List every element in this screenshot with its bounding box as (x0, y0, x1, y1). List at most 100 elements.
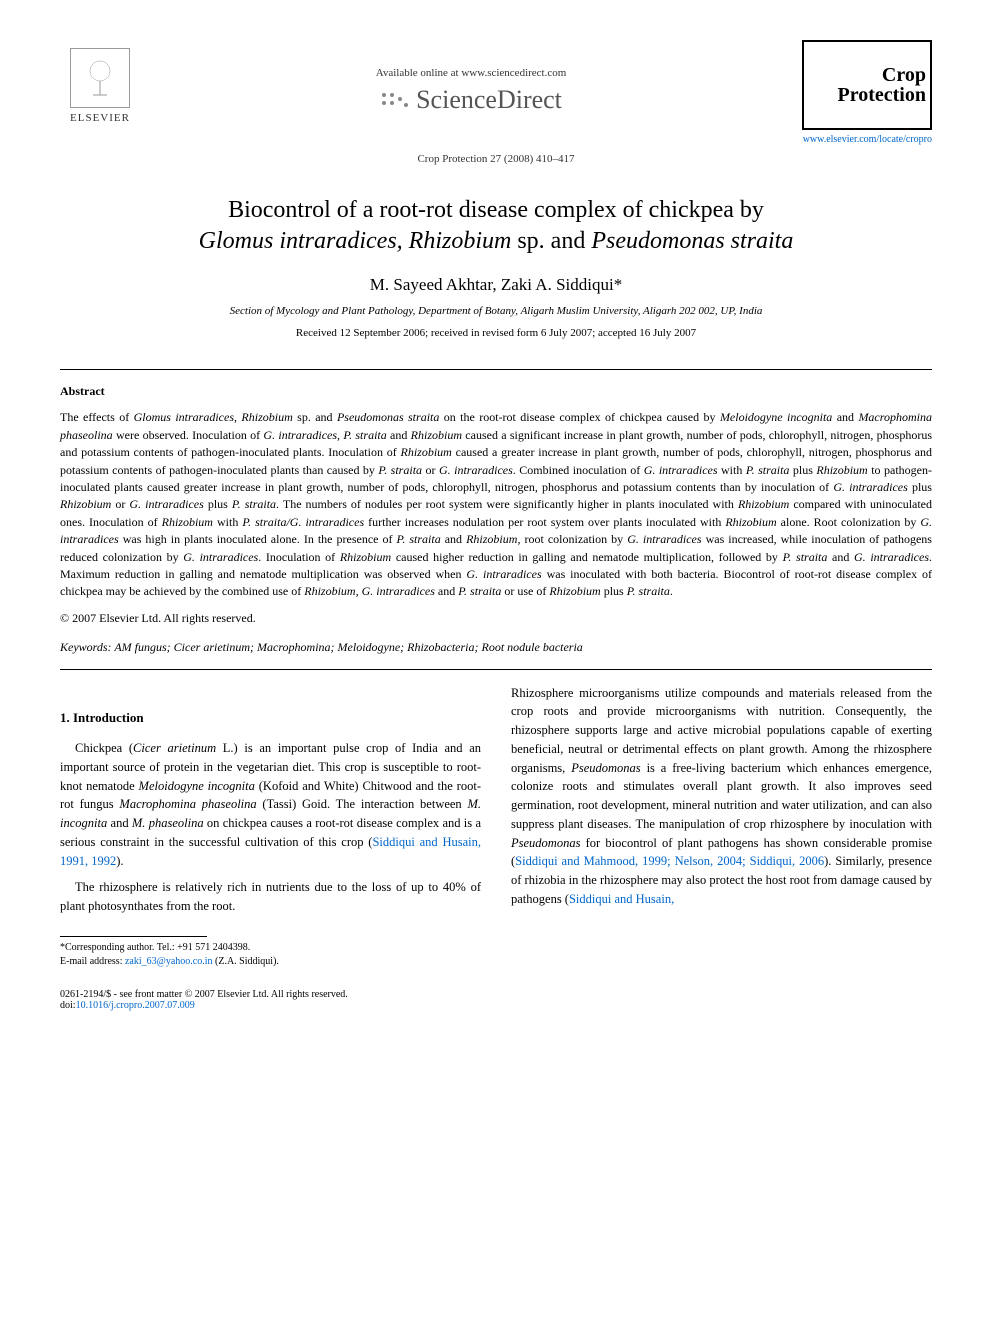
body-columns: 1. Introduction Chickpea (Cicer arietinu… (60, 684, 932, 969)
email-label: E-mail address: (60, 956, 125, 967)
text-span: were observed. Inoculation of (113, 428, 264, 442)
italic-span: G. intraradices (833, 480, 908, 494)
intro-para-1: Chickpea (Cicer arietinum L.) is an impo… (60, 739, 481, 870)
text-span: plus (789, 463, 816, 477)
italic-span: G. intraradices (466, 567, 541, 581)
doi-label: doi: (60, 1000, 76, 1011)
text-span: alone. Root colonization by (777, 515, 921, 529)
italic-span: Rhizobium (816, 463, 867, 477)
italic-span: P. straita (378, 463, 422, 477)
italic-span: Rhizobium (725, 515, 776, 529)
journal-reference: Crop Protection 27 (2008) 410–417 (60, 153, 932, 165)
text-span: . Combined inoculation of (513, 463, 644, 477)
italic-span: P. straita (397, 532, 441, 546)
text-span: , root colonization by (517, 532, 627, 546)
italic-span: Meloidogyne incognita (139, 779, 255, 793)
sd-dots-icon (380, 88, 410, 118)
authors: M. Sayeed Akhtar, Zaki A. Siddiqui* (60, 275, 932, 295)
italic-span: G. intraradices (439, 463, 513, 477)
text-span: The effects of (60, 410, 134, 424)
italic-span: P. straita/G. intraradices (242, 515, 364, 529)
left-column: 1. Introduction Chickpea (Cicer arietinu… (60, 684, 481, 969)
text-span: . The numbers of nodules per root system… (276, 497, 738, 511)
elsevier-logo: ELSEVIER (60, 48, 140, 138)
text-span: (Tassi) Goid. The interaction between (257, 797, 468, 811)
italic-span: Rhizobium (401, 445, 452, 459)
elsevier-tree-icon (70, 48, 130, 108)
italic-span: G. intraradices, P. straita (263, 428, 386, 442)
text-span: and (832, 410, 858, 424)
text-span: and (435, 584, 458, 598)
sd-brand-text: ScienceDirect (416, 85, 562, 114)
italic-span: Rhizobium (411, 428, 462, 442)
title-mid: sp. and (511, 228, 591, 254)
text-span: or use of (501, 584, 549, 598)
italic-span: P. straita (783, 550, 828, 564)
journal-logo-block: Crop Protection www.elsevier.com/locate/… (802, 40, 932, 145)
article-title: Biocontrol of a root-rot disease complex… (60, 195, 932, 257)
doi-link[interactable]: 10.1016/j.cropro.2007.07.009 (76, 1000, 195, 1011)
journal-name-line1: Crop (882, 65, 926, 85)
text-span: caused higher reduction in galling and n… (391, 550, 782, 564)
text-span: and (107, 816, 132, 830)
citation-link[interactable]: Siddiqui and Mahmood, 1999; Nelson, 2004… (515, 854, 824, 868)
text-span: or (422, 463, 439, 477)
text-span: on the root-rot disease complex of chick… (439, 410, 720, 424)
page-header: ELSEVIER Available online at www.science… (60, 40, 932, 145)
elsevier-text: ELSEVIER (70, 112, 130, 124)
divider (60, 669, 932, 670)
text-span: or (111, 497, 129, 511)
italic-span: Glomus intraradices, Rhizobium (134, 410, 293, 424)
text-span: ). (116, 854, 123, 868)
abstract-heading: Abstract (60, 384, 932, 399)
italic-span: P. straita (627, 584, 670, 598)
title-line1: Biocontrol of a root-rot disease complex… (228, 197, 764, 223)
copyright-text: © 2007 Elsevier Ltd. All rights reserved… (60, 611, 932, 626)
intro-para-2: The rhizosphere is relatively rich in nu… (60, 878, 481, 916)
keywords-text: AM fungus; Cicer arietinum; Macrophomina… (112, 640, 583, 654)
email-link[interactable]: zaki_63@yahoo.co.in (125, 956, 213, 967)
italic-span: Macrophomina phaseolina (119, 797, 256, 811)
text-span: . Inoculation of (258, 550, 340, 564)
italic-span: P. straita (458, 584, 501, 598)
email-suffix: (Z.A. Siddiqui). (213, 956, 279, 967)
keywords: Keywords: AM fungus; Cicer arietinum; Ma… (60, 640, 932, 655)
text-span: with (718, 463, 746, 477)
text-span: and (387, 428, 411, 442)
journal-name-line2: Protection (838, 85, 927, 105)
italic-span: Rhizobium, G. intraradices (304, 584, 435, 598)
italic-span: Rhizobium (738, 497, 789, 511)
italic-span: Pseudomonas (571, 761, 640, 775)
italic-span: G. intraradices (644, 463, 718, 477)
divider (60, 369, 932, 370)
journal-cover-icon: Crop Protection (802, 40, 932, 130)
italic-span: Rhizobium (466, 532, 517, 546)
italic-span: Rhizobium (60, 497, 111, 511)
right-column: Rhizosphere microorganisms utilize compo… (511, 684, 932, 969)
sciencedirect-logo: ScienceDirect (140, 85, 802, 117)
italic-span: Rhizobium (162, 515, 213, 529)
sciencedirect-block: Available online at www.sciencedirect.co… (140, 67, 802, 117)
text-span: plus (204, 497, 232, 511)
available-online-text: Available online at www.sciencedirect.co… (140, 67, 802, 79)
italic-span: G. intraradices (627, 532, 701, 546)
italic-span: Pseudomonas straita (337, 410, 439, 424)
italic-span: G. intraradices (854, 550, 929, 564)
text-span: and (441, 532, 466, 546)
email-footnote: E-mail address: zaki_63@yahoo.co.in (Z.A… (60, 955, 481, 969)
keywords-label: Keywords: (60, 640, 112, 654)
italic-span: M. phaseolina (132, 816, 204, 830)
italic-span: Cicer arietinum (133, 741, 216, 755)
text-span: sp. and (293, 410, 337, 424)
italic-span: Rhizobium (340, 550, 391, 564)
text-span: and (827, 550, 854, 564)
text-span: Chickpea ( (75, 741, 133, 755)
citation-link[interactable]: Siddiqui and Husain, (569, 892, 674, 906)
intro-heading: 1. Introduction (60, 708, 481, 728)
italic-span: G. intraradices (129, 497, 203, 511)
text-span: was high in plants inoculated alone. In … (119, 532, 397, 546)
journal-url[interactable]: www.elsevier.com/locate/cropro (802, 134, 932, 145)
italic-span: Pseudomonas (511, 836, 580, 850)
italic-span: Meloidogyne incognita (720, 410, 832, 424)
italic-span: P. straita (746, 463, 790, 477)
